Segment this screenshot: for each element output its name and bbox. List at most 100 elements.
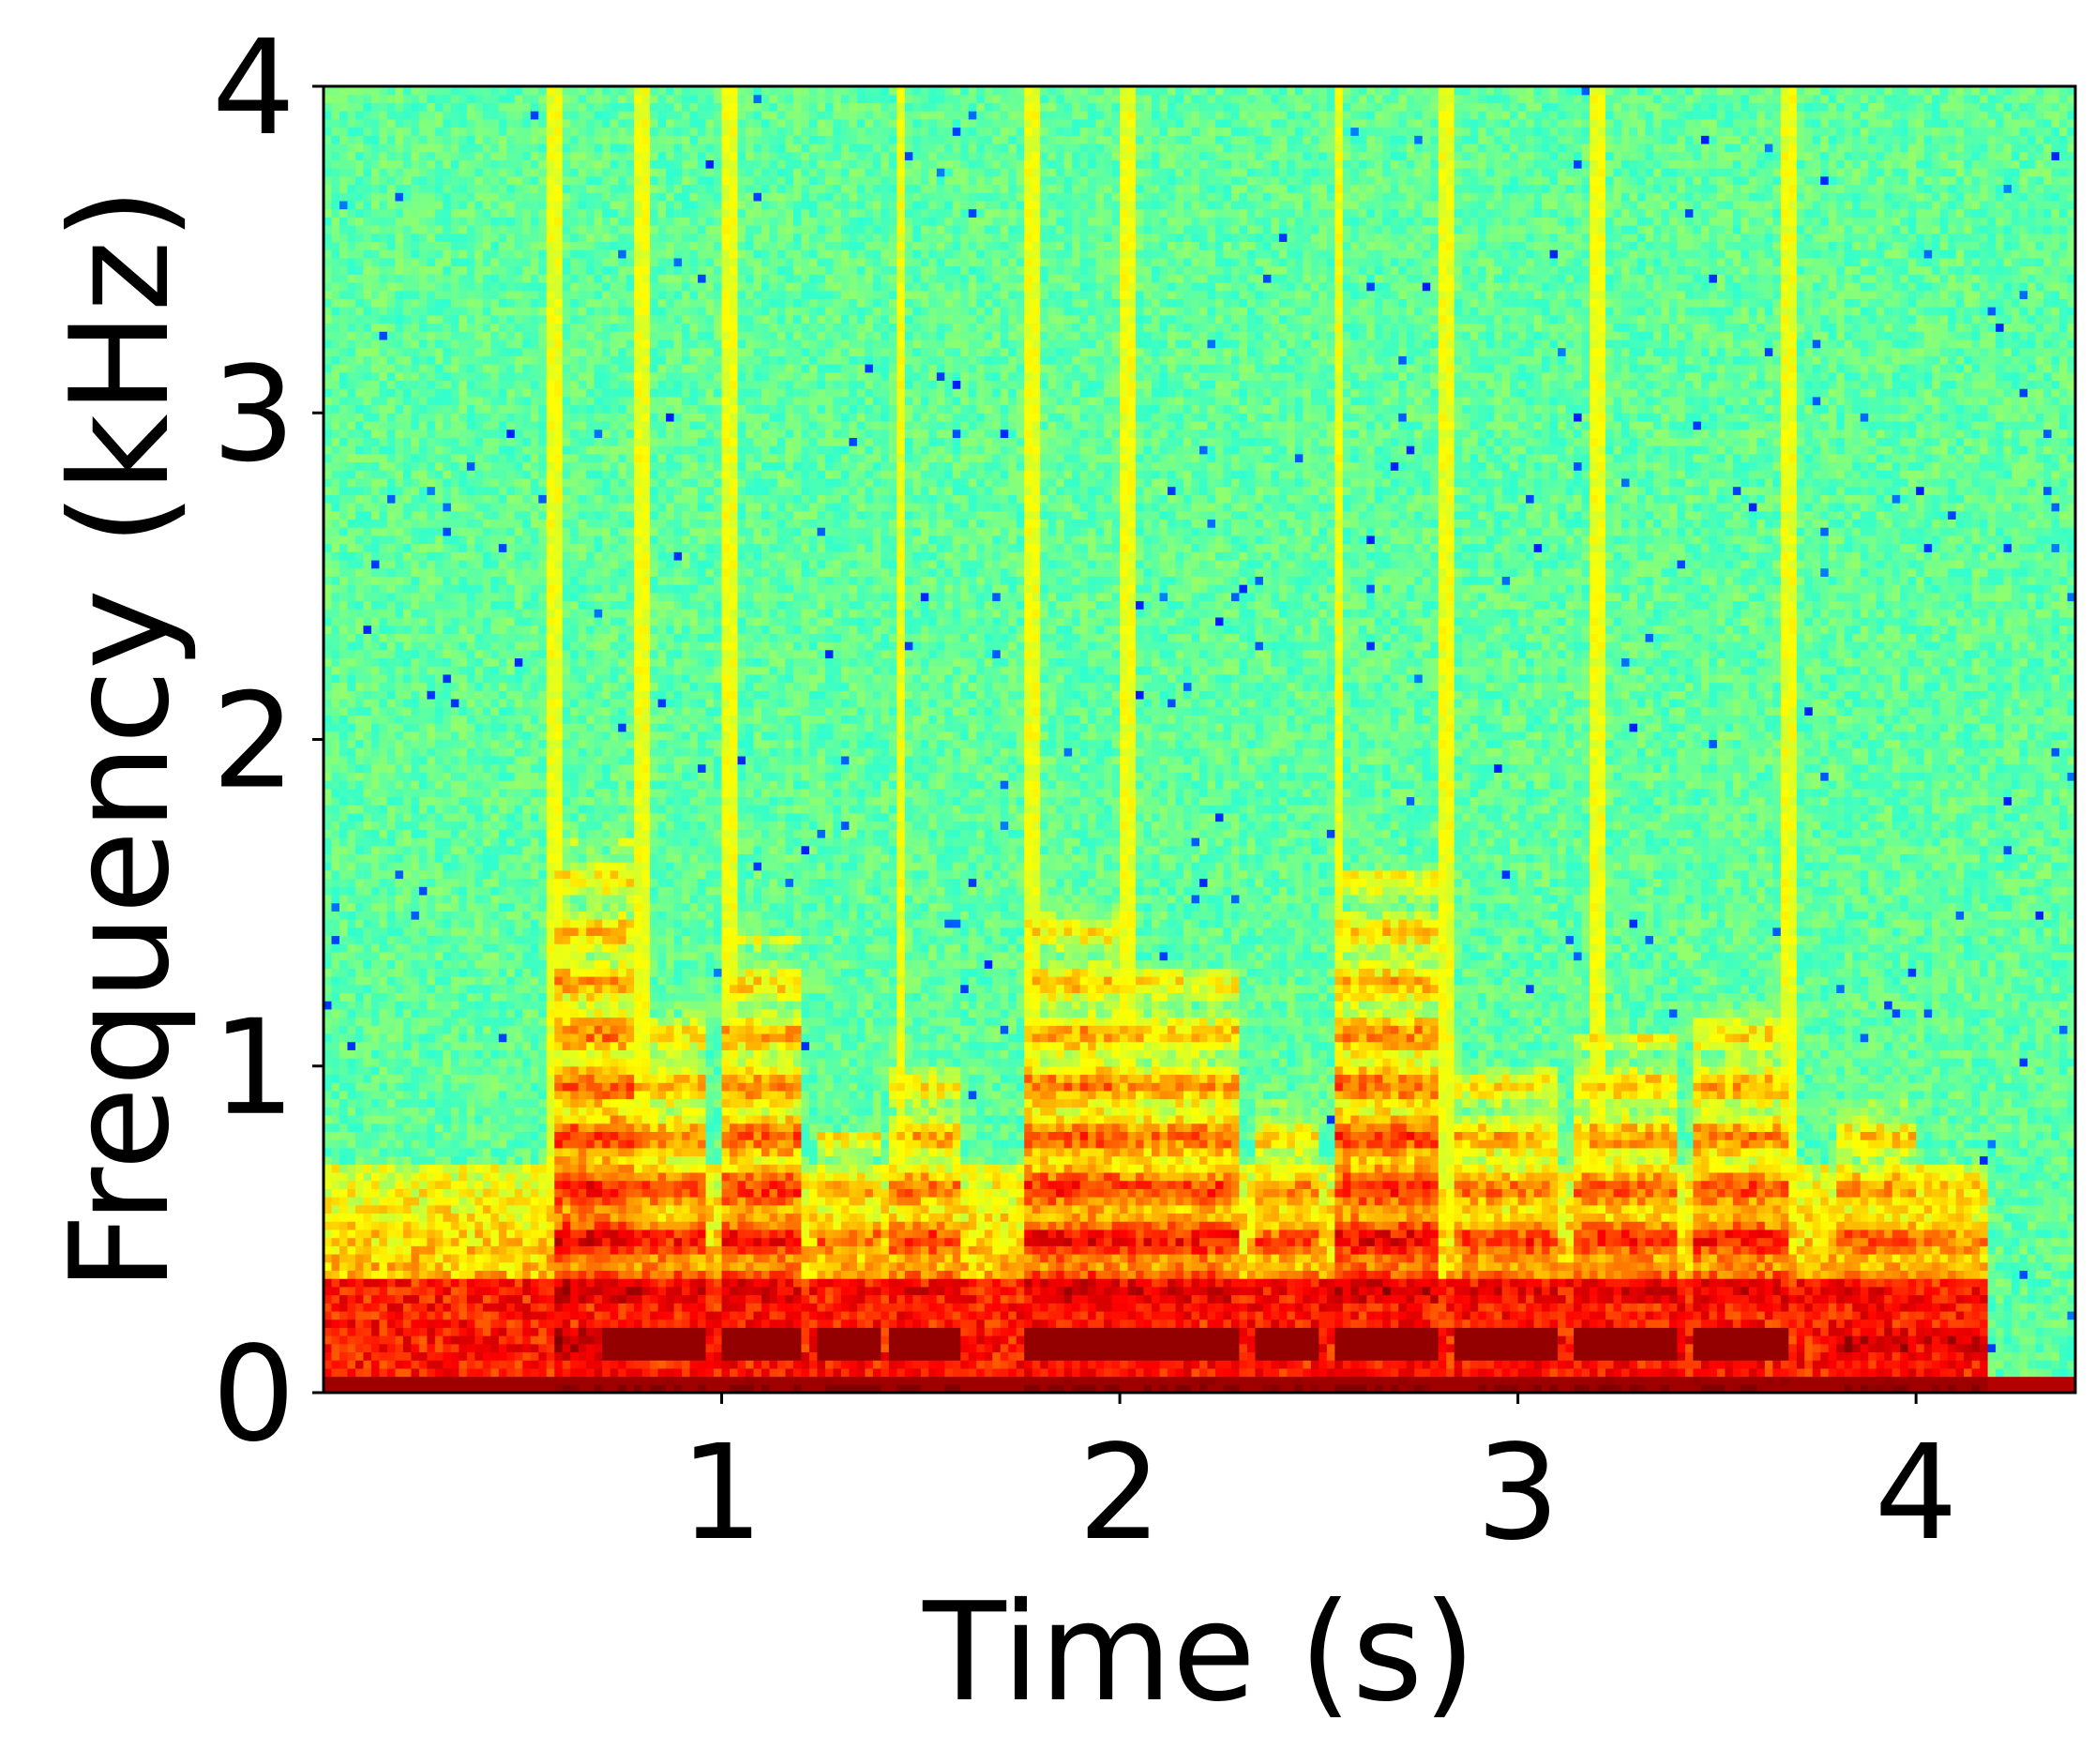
heatmap-cell bbox=[554, 445, 564, 455]
heatmap-cell bbox=[530, 625, 539, 634]
heatmap-cell bbox=[347, 682, 356, 691]
heatmap-cell bbox=[411, 600, 420, 610]
heatmap-cell bbox=[562, 1049, 571, 1059]
heatmap-cell bbox=[498, 992, 507, 1002]
heatmap-cell bbox=[395, 853, 404, 863]
heatmap-cell bbox=[450, 535, 460, 545]
heatmap-cell bbox=[466, 1360, 475, 1369]
heatmap-cell bbox=[506, 519, 516, 528]
heatmap-cell bbox=[522, 935, 532, 944]
heatmap-cell bbox=[506, 1286, 516, 1296]
heatmap-cell bbox=[427, 445, 436, 455]
heatmap-cell bbox=[554, 780, 564, 790]
heatmap-cell bbox=[459, 470, 468, 479]
heatmap-cell bbox=[475, 184, 484, 193]
heatmap-cell bbox=[466, 200, 475, 210]
heatmap-cell bbox=[554, 1188, 564, 1198]
heatmap-cell bbox=[459, 420, 468, 430]
heatmap-cell bbox=[354, 1367, 365, 1378]
heatmap-cell bbox=[347, 159, 356, 169]
heatmap-cell bbox=[506, 1164, 516, 1173]
heatmap-cell bbox=[354, 470, 365, 479]
heatmap-cell bbox=[466, 1041, 475, 1050]
heatmap-cell bbox=[530, 772, 539, 781]
heatmap-cell bbox=[546, 1001, 555, 1010]
heatmap-cell bbox=[402, 331, 412, 340]
heatmap-cell bbox=[370, 94, 381, 104]
heatmap-cell bbox=[370, 1082, 381, 1092]
heatmap-cell bbox=[331, 94, 340, 104]
heatmap-cell bbox=[450, 959, 460, 969]
heatmap-cell bbox=[490, 633, 500, 642]
heatmap-cell bbox=[554, 364, 564, 373]
heatmap-cell bbox=[522, 1041, 532, 1050]
heatmap-cell bbox=[466, 845, 475, 854]
heatmap-cell bbox=[459, 780, 468, 790]
heatmap-cell bbox=[514, 1213, 523, 1222]
heatmap-cell bbox=[546, 404, 555, 414]
heatmap-cell bbox=[514, 281, 523, 292]
heatmap-cell bbox=[324, 396, 333, 406]
heatmap-cell bbox=[434, 869, 444, 880]
heatmap-cell bbox=[530, 869, 539, 880]
heatmap-cell bbox=[354, 1204, 365, 1214]
heatmap-cell bbox=[538, 477, 548, 488]
heatmap-cell bbox=[482, 257, 491, 267]
heatmap-cell bbox=[459, 298, 468, 308]
heatmap-cell bbox=[538, 1327, 548, 1336]
heatmap-cell bbox=[386, 641, 397, 651]
heatmap-cell bbox=[443, 184, 452, 193]
heatmap-cell bbox=[434, 747, 444, 757]
heatmap-cell bbox=[370, 616, 381, 626]
heatmap-cell bbox=[562, 559, 571, 569]
heatmap-cell bbox=[370, 1065, 381, 1076]
heatmap-cell bbox=[363, 208, 372, 218]
heatmap-cell bbox=[331, 184, 340, 193]
heatmap-cell bbox=[530, 862, 539, 871]
heatmap-cell bbox=[482, 486, 491, 495]
heatmap-cell bbox=[370, 192, 381, 202]
heatmap-cell bbox=[482, 1041, 491, 1050]
heatmap-cell bbox=[386, 257, 397, 267]
heatmap-cell bbox=[562, 486, 571, 495]
heatmap-cell bbox=[354, 1261, 365, 1272]
heatmap-cell bbox=[434, 364, 444, 373]
heatmap-cell bbox=[411, 307, 420, 316]
heatmap-cell bbox=[434, 878, 444, 887]
heatmap-cell bbox=[386, 878, 397, 887]
heatmap-cell bbox=[562, 959, 571, 969]
heatmap-cell bbox=[434, 805, 444, 814]
heatmap-cell bbox=[379, 200, 388, 210]
heatmap-cell bbox=[570, 1188, 580, 1198]
heatmap-cell bbox=[434, 102, 444, 112]
heatmap-cell bbox=[554, 731, 564, 741]
heatmap-cell bbox=[434, 1033, 444, 1043]
heatmap-cell bbox=[450, 666, 460, 675]
heatmap-cell bbox=[459, 494, 468, 504]
heatmap-cell bbox=[522, 862, 532, 871]
heatmap-cell bbox=[427, 503, 436, 512]
heatmap-cell bbox=[395, 192, 404, 202]
heatmap-cell bbox=[418, 461, 428, 471]
heatmap-cell bbox=[546, 1319, 555, 1328]
heatmap-cell bbox=[466, 429, 475, 438]
heatmap-cell bbox=[459, 1384, 468, 1394]
heatmap-cell bbox=[411, 241, 420, 250]
heatmap-cell bbox=[562, 755, 571, 765]
heatmap-cell bbox=[370, 911, 381, 920]
heatmap-cell bbox=[498, 102, 507, 112]
heatmap-cell bbox=[450, 241, 460, 250]
heatmap-cell bbox=[411, 911, 420, 920]
heatmap-cell bbox=[354, 1098, 365, 1108]
heatmap-cell bbox=[459, 576, 468, 585]
heatmap-cell bbox=[450, 911, 460, 920]
heatmap-cell bbox=[530, 1376, 539, 1385]
heatmap-cell bbox=[546, 323, 555, 332]
heatmap-cell bbox=[363, 364, 372, 373]
heatmap-cell bbox=[475, 739, 484, 748]
heatmap-cell bbox=[538, 535, 548, 545]
heatmap-cell bbox=[331, 298, 340, 308]
heatmap-cell bbox=[434, 437, 444, 446]
heatmap-cell bbox=[562, 886, 571, 896]
heatmap-cell bbox=[427, 1286, 436, 1296]
